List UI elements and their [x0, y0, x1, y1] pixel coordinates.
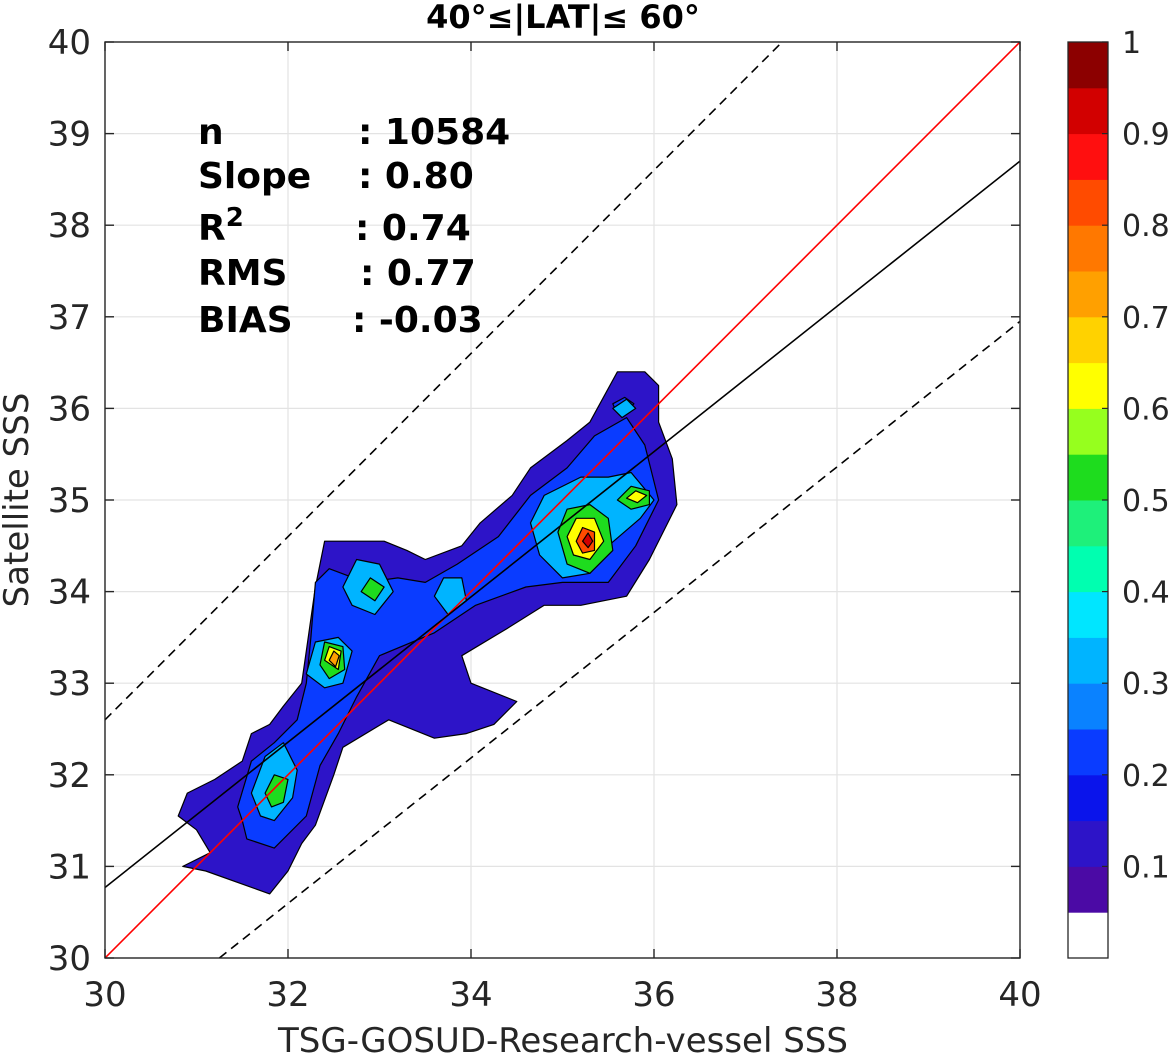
- regression-line: [105, 160, 1020, 889]
- colorbar-segment: [1068, 179, 1108, 226]
- colorbar-segment: [1068, 87, 1108, 135]
- x-tick-label: 40: [998, 975, 1041, 1015]
- y-tick-label: 34: [48, 573, 91, 613]
- stat-label: BIAS: [198, 300, 293, 341]
- colorbar-tick-label: 0.2: [1122, 759, 1170, 794]
- axis-ticks: [104, 41, 1021, 959]
- chart-title: 40°≤|LAT|≤ 60°: [426, 0, 700, 37]
- y-tick-label: 32: [48, 756, 91, 796]
- contour-region: [360, 577, 385, 602]
- identity-line: [105, 42, 1020, 958]
- colorbar-tick-label: 0.8: [1122, 209, 1170, 244]
- colorbar-segment: [1068, 820, 1108, 867]
- colorbar-tick-label: 1: [1122, 26, 1141, 61]
- colorbar-tick-label: 0.9: [1122, 118, 1170, 153]
- contour-region: [625, 490, 648, 504]
- contour-region: [612, 398, 637, 419]
- colorbar-tick-label: 0.4: [1122, 576, 1170, 611]
- colorbar-tick-label: 0.1: [1122, 850, 1170, 885]
- contour-region: [264, 774, 289, 808]
- x-tick-label: 38: [815, 975, 858, 1015]
- x-tick-label: 36: [632, 975, 675, 1015]
- colorbar-tick-label: 0.7: [1122, 301, 1170, 336]
- stat-value: : 10584: [358, 112, 510, 153]
- colorbar-segment: [1068, 866, 1108, 913]
- stat-label: n: [198, 112, 224, 153]
- stat-value: : 0.74: [355, 208, 471, 249]
- contour-region: [328, 650, 340, 668]
- colorbar-segment: [1068, 225, 1108, 272]
- y-tick-label: 38: [48, 206, 91, 246]
- colorbar-segment: [1068, 729, 1108, 776]
- y-axis-title: Satellite SSS: [0, 393, 37, 608]
- colorbar-segment: [1068, 912, 1108, 959]
- stat-value: : 0.77: [360, 253, 476, 294]
- colorbar-segment: [1068, 362, 1108, 409]
- colorbar-segment: [1068, 774, 1108, 822]
- colorbar-segment: [1068, 133, 1108, 180]
- x-tick-label: 32: [266, 975, 309, 1015]
- y-tick-label: 37: [48, 298, 91, 338]
- colorbar-segment: [1068, 683, 1108, 730]
- y-tick-label: 30: [48, 939, 91, 979]
- colorbar-segment: [1068, 545, 1108, 593]
- colorbar-segment: [1068, 454, 1108, 501]
- y-tick-label: 39: [48, 115, 91, 155]
- colorbar-segment: [1068, 42, 1108, 89]
- stat-label: Slope: [198, 156, 311, 197]
- colorbar-tick-label: 0.6: [1122, 392, 1170, 427]
- y-tick-label: 40: [48, 23, 91, 63]
- x-tick-label: 30: [83, 975, 126, 1015]
- stat-label: RMS: [198, 253, 287, 294]
- stat-value: : 0.80: [358, 156, 474, 197]
- upper-bound-line: [105, 42, 784, 721]
- colorbar-segment: [1068, 408, 1108, 455]
- stat-label: R2: [198, 203, 244, 249]
- colorbar-segment: [1068, 271, 1108, 318]
- lower-bound-line: [218, 320, 1020, 958]
- colorbar: [1067, 41, 1109, 959]
- colorbar-tick-label: 0.3: [1122, 667, 1170, 702]
- x-tick-label: 34: [449, 975, 492, 1015]
- y-tick-label: 36: [48, 389, 91, 429]
- reference-lines: [105, 42, 1020, 958]
- colorbar-segment: [1068, 500, 1108, 547]
- colorbar-segment: [1068, 316, 1108, 364]
- contour-region: [581, 532, 594, 549]
- y-tick-label: 33: [48, 664, 91, 704]
- contour-region: [433, 577, 467, 616]
- colorbar-segment: [1068, 637, 1108, 684]
- y-tick-label: 31: [48, 847, 91, 887]
- contour-fills: [177, 371, 678, 895]
- colorbar-tick-label: 0.5: [1122, 484, 1170, 519]
- y-tick-label: 35: [48, 481, 91, 521]
- stat-value: : -0.03: [352, 300, 483, 341]
- x-axis-title: TSG-GOSUD-Research-vessel SSS: [277, 1021, 848, 1055]
- colorbar-segment: [1068, 591, 1108, 638]
- stat-label-superscript: 2: [226, 203, 244, 233]
